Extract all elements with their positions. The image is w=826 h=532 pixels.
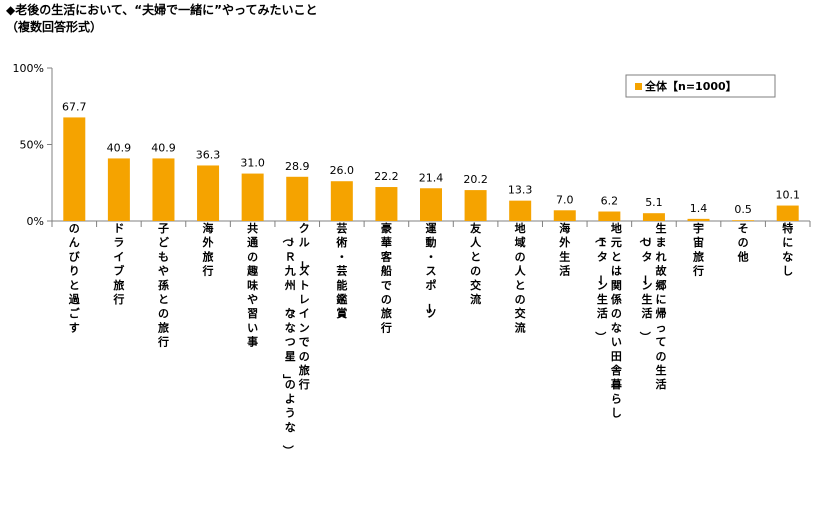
data-label: 0.5	[734, 203, 752, 216]
bar	[687, 218, 710, 221]
category-label: 生まれ故郷に帰っての生活	[655, 221, 667, 391]
y-tick-label: 0%	[27, 215, 44, 228]
data-label: 13.3	[508, 184, 533, 197]
bar	[732, 220, 755, 221]
category-label: （Ｕターン生活）	[638, 232, 652, 342]
category-label: 友人との交流	[470, 221, 482, 306]
legend-label: 全体【n=1000】	[644, 79, 737, 93]
category-label: ドライブ旅行	[112, 222, 124, 306]
bar	[63, 117, 86, 221]
bar	[642, 213, 665, 221]
bar	[286, 176, 309, 221]
data-label: 21.4	[419, 171, 444, 184]
legend-box	[625, 74, 776, 98]
category-label: 子どもや孫との旅行	[157, 222, 169, 349]
chart-title: ◆老後の生活において、“夫婦で一緒に”やってみたいこと	[6, 3, 318, 17]
data-label: 1.4	[690, 202, 708, 215]
category-label: 運動・スポーツ	[423, 222, 438, 320]
bar	[509, 200, 532, 221]
y-tick-label: 50%	[20, 139, 44, 152]
category-label: 豪華客船での旅行	[380, 221, 393, 334]
category-label: （ＪＲ九州「ななつ星」のような）	[282, 232, 296, 456]
category-label: （Ｉターン生活）	[594, 232, 608, 342]
category-label: 芸術・芸能鑑賞	[335, 221, 347, 320]
data-label: 20.2	[463, 173, 488, 186]
bar	[197, 165, 220, 221]
category-label: 共通の趣味や習い事	[246, 221, 259, 349]
data-label: 31.0	[240, 157, 265, 170]
category-label: 宇宙旅行	[692, 221, 704, 278]
bar	[464, 190, 487, 221]
category-label: クルーズトレインでの旅行	[296, 222, 310, 391]
category-label: 海外旅行	[202, 221, 214, 278]
category-label: その他	[737, 222, 749, 263]
data-label: 40.9	[151, 141, 176, 154]
legend-swatch	[635, 83, 642, 90]
category-label: 特になし	[782, 221, 793, 278]
y-tick-label: 100%	[13, 62, 44, 75]
bar	[330, 181, 353, 221]
chart-subtitle: （複数回答形式）	[6, 20, 103, 34]
data-label: 6.2	[601, 195, 619, 208]
bar	[152, 158, 175, 221]
data-label: 7.0	[556, 193, 574, 206]
bar	[241, 173, 264, 221]
category-label: のんびりと過ごす	[68, 222, 81, 334]
data-label: 40.9	[107, 141, 132, 154]
data-label: 28.9	[285, 160, 310, 173]
bar	[776, 205, 799, 221]
data-label: 67.7	[62, 100, 87, 113]
bar	[598, 211, 621, 221]
data-label: 10.1	[775, 189, 800, 202]
bar	[420, 188, 442, 221]
bar	[107, 158, 130, 221]
data-label: 36.3	[196, 148, 221, 161]
data-label: 5.1	[645, 196, 663, 209]
data-label: 26.0	[330, 164, 355, 177]
category-label: 地元とは関係のない田舎暮らし	[610, 221, 623, 420]
category-label: 地域の人との交流	[515, 221, 527, 334]
bar	[553, 210, 576, 221]
data-label: 22.2	[374, 170, 399, 183]
category-label: 海外生活	[558, 221, 570, 278]
bar	[375, 187, 398, 221]
